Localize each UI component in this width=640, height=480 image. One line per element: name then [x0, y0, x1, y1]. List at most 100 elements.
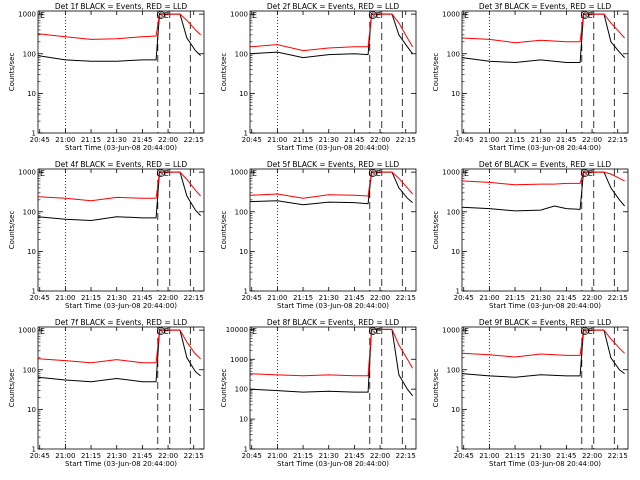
- marker-s: S: [371, 12, 376, 20]
- x-tick-label: 21:30: [319, 294, 339, 302]
- x-tick-label: 22:15: [396, 452, 416, 460]
- chart-title: Det 3f BLACK = Events, RED = LLD: [479, 2, 612, 11]
- x-axis-label: Start Time (03-Jun-08 20:44:00): [65, 460, 177, 468]
- series-group: [38, 329, 201, 383]
- marker-e-start: E: [252, 169, 257, 178]
- x-tick-label: 22:00: [582, 294, 602, 302]
- y-tick-label: 10: [451, 406, 460, 414]
- chart-title: Det 7f BLACK = Events, RED = LLD: [55, 318, 188, 327]
- y-tick-label: 10: [27, 90, 36, 98]
- x-tick-label: 22:00: [582, 136, 602, 144]
- x-tick-label: 21:45: [132, 294, 152, 302]
- plot-frame: [461, 326, 629, 450]
- x-tick-label: 21:15: [505, 136, 525, 144]
- x-tick-label: 21:00: [55, 294, 75, 302]
- series-line-events: [38, 329, 201, 383]
- plot-frame: [249, 326, 417, 450]
- x-tick-label: 21:15: [505, 452, 525, 460]
- y-tick-label: 100: [235, 386, 248, 394]
- x-tick-label: 20:45: [30, 452, 50, 460]
- x-tick-label: 21:45: [132, 452, 152, 460]
- series-group: [250, 328, 414, 397]
- x-tick-label: 21:45: [344, 452, 364, 460]
- y-tick-label: 1: [244, 130, 248, 138]
- y-tick-label: 1: [32, 446, 36, 454]
- x-tick-label: 21:15: [293, 294, 313, 302]
- marker-e-start: E: [252, 327, 257, 336]
- chart-panel-1: Det 1f BLACK = Events, RED = LLD 1 10 100 10…: [8, 2, 205, 152]
- y-axis-label: Counts/sec: [432, 53, 440, 92]
- marker-e-start: E: [40, 327, 45, 336]
- y-tick-label: 1000: [442, 11, 460, 19]
- plot-frame: [249, 10, 417, 134]
- y-axis-label: Counts/sec: [8, 369, 16, 408]
- y-tick-label: 100: [235, 50, 248, 58]
- y-tick-label: 10: [451, 90, 460, 98]
- x-tick-label: 20:45: [242, 136, 262, 144]
- x-axis-label: Start Time (03-Jun-08 20:44:00): [65, 302, 177, 310]
- series-group: [462, 171, 625, 212]
- x-tick-label: 21:00: [267, 452, 287, 460]
- y-tick-label: 100: [23, 50, 36, 58]
- y-tick-label: 1: [244, 446, 248, 454]
- x-axis-label: Start Time (03-Jun-08 20:44:00): [489, 460, 601, 468]
- x-tick-label: 21:30: [531, 294, 551, 302]
- y-tick-label: 1000: [230, 169, 248, 177]
- x-axis-label: Start Time (03-Jun-08 20:44:00): [489, 144, 601, 152]
- x-axis-label: Start Time (03-Jun-08 20:44:00): [277, 460, 389, 468]
- marker-s: S: [583, 12, 588, 20]
- x-axis-label: Start Time (03-Jun-08 20:44:00): [277, 144, 389, 152]
- x-tick-label: 21:15: [81, 136, 101, 144]
- x-tick-label: 20:45: [242, 452, 262, 460]
- chart-panel-6: Det 6f BLACK = Events, RED = LLD 1 10 100 10…: [432, 160, 629, 310]
- series-group: [38, 171, 201, 222]
- x-tick-label: 21:30: [319, 136, 339, 144]
- chart-panel-8: Det 8f BLACK = Events, RED = LLD 1 10 100 10…: [220, 318, 417, 468]
- y-axis-label: Counts/sec: [220, 211, 228, 250]
- x-tick-label: 22:15: [396, 136, 416, 144]
- y-tick-label: 1: [456, 446, 460, 454]
- chart-title: Det 1f BLACK = Events, RED = LLD: [55, 2, 188, 11]
- x-tick-label: 20:45: [30, 294, 50, 302]
- marker-e-start: E: [464, 327, 469, 336]
- x-tick-label: 22:15: [184, 452, 204, 460]
- y-tick-label: 1000: [18, 11, 36, 19]
- chart-title: Det 8f BLACK = Events, RED = LLD: [267, 318, 400, 327]
- marker-e-start: E: [464, 169, 469, 178]
- series-line-events: [38, 171, 201, 222]
- marker-s: S: [583, 170, 588, 178]
- y-tick-label: 100: [447, 208, 460, 216]
- marker-e-start: E: [464, 11, 469, 20]
- x-tick-label: 22:15: [396, 294, 416, 302]
- marker-s: S: [371, 170, 376, 178]
- series-line-events: [250, 171, 413, 206]
- x-tick-label: 21:45: [556, 452, 576, 460]
- x-tick-label: 22:00: [370, 294, 390, 302]
- x-tick-label: 22:15: [608, 452, 628, 460]
- x-tick-label: 21:30: [531, 136, 551, 144]
- y-tick-label: 1000: [230, 11, 248, 19]
- x-tick-label: 22:00: [158, 294, 178, 302]
- x-tick-label: 21:45: [344, 136, 364, 144]
- chart-title: Det 6f BLACK = Events, RED = LLD: [479, 160, 612, 169]
- y-tick-label: 1: [456, 288, 460, 296]
- chart-title: Det 5f BLACK = Events, RED = LLD: [267, 160, 400, 169]
- series-line-lld: [38, 171, 201, 202]
- x-axis-label: Start Time (03-Jun-08 20:44:00): [277, 302, 389, 310]
- marker-e: E: [164, 327, 169, 336]
- chart-title: Det 4f BLACK = Events, RED = LLD: [55, 160, 188, 169]
- y-tick-label: 1: [244, 288, 248, 296]
- x-tick-label: 21:00: [267, 294, 287, 302]
- x-axis-label: Start Time (03-Jun-08 20:44:00): [65, 144, 177, 152]
- y-axis-label: Counts/sec: [432, 369, 440, 408]
- x-tick-label: 21:15: [81, 452, 101, 460]
- series-line-lld: [250, 328, 414, 377]
- marker-e: E: [376, 327, 381, 336]
- y-tick-label: 1000: [230, 356, 248, 364]
- plot-frame: [37, 326, 205, 450]
- y-tick-label: 10: [451, 248, 460, 256]
- y-tick-label: 1: [456, 130, 460, 138]
- y-axis-label: Counts/sec: [220, 53, 228, 92]
- x-tick-label: 21:30: [319, 452, 339, 460]
